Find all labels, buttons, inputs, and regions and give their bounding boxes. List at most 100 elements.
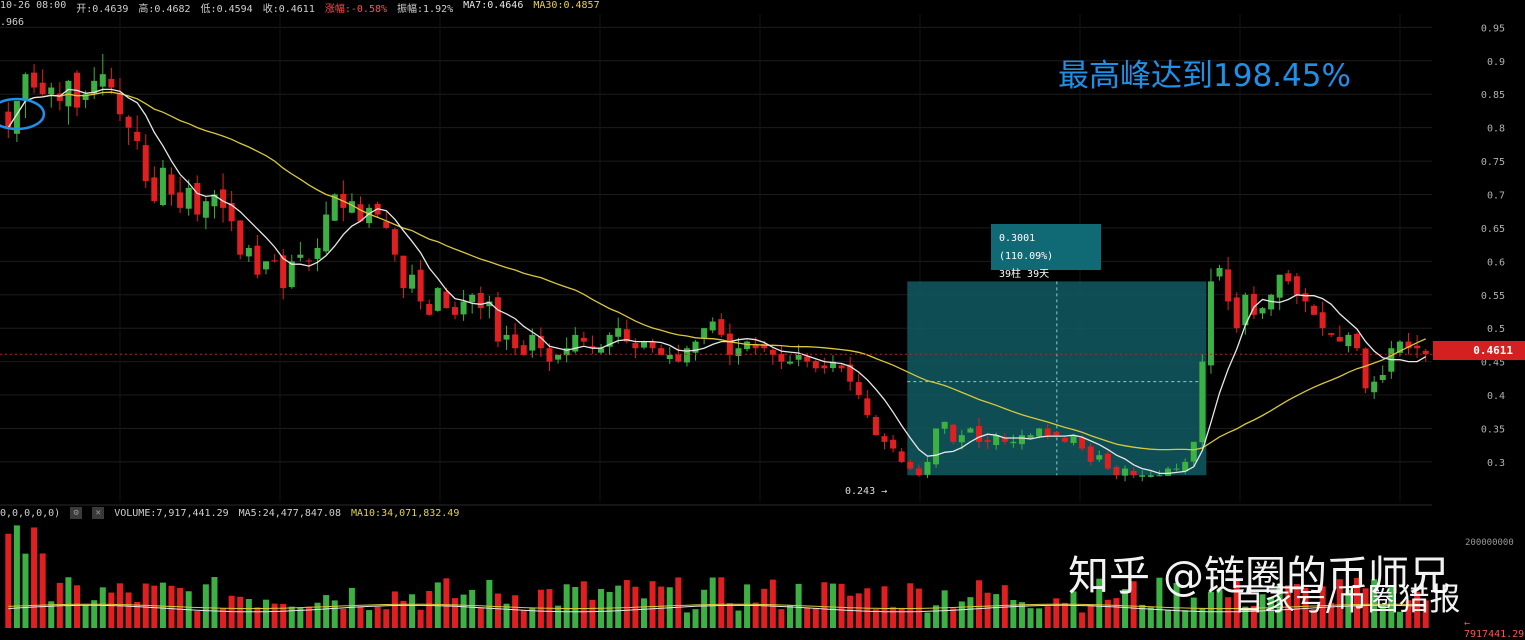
- volume-bar: [778, 609, 785, 628]
- volume-bar: [1199, 608, 1206, 628]
- volume-bar: [194, 611, 201, 628]
- candle-body: [1182, 461, 1189, 472]
- candle-body: [1336, 336, 1343, 342]
- volume-bar: [460, 594, 467, 628]
- volume-bar: [804, 607, 811, 628]
- close-icon[interactable]: ✕: [92, 507, 105, 519]
- volume-bar: [1242, 606, 1249, 628]
- candle-body: [151, 177, 158, 202]
- volume-bar: [1328, 602, 1335, 628]
- volume-bar: [933, 605, 940, 628]
- candle-body: [314, 247, 321, 259]
- candle-body: [1225, 269, 1232, 302]
- volume-bar: [1345, 589, 1352, 628]
- volume-bar: [99, 587, 106, 628]
- volume-bar: [649, 581, 656, 628]
- candle-body: [563, 348, 570, 356]
- candle-body: [159, 167, 166, 205]
- volume-bar: [735, 610, 742, 628]
- candle-body: [31, 72, 38, 88]
- candle-body: [1242, 294, 1249, 326]
- volume-bar: [48, 601, 55, 628]
- candle-body: [701, 328, 708, 339]
- candle-body: [1173, 468, 1180, 470]
- candle-body: [1139, 475, 1146, 477]
- candle-body: [787, 361, 794, 364]
- volume-bar: [1190, 597, 1197, 628]
- candle-body: [1259, 308, 1266, 314]
- volume-bar: [340, 608, 347, 628]
- candle-body: [666, 354, 673, 359]
- peak-annotation: 最高峰达到198.45%: [1058, 58, 1351, 94]
- candle-body: [305, 260, 312, 262]
- volume-bar: [1362, 588, 1369, 628]
- candle-body: [1027, 435, 1034, 439]
- candle-body: [288, 261, 295, 288]
- volume-bar: [1405, 600, 1412, 628]
- y-tick-label: 0.75: [1481, 157, 1505, 168]
- volume-bar: [65, 577, 72, 628]
- candle-body: [1405, 341, 1412, 349]
- volume-bar: [580, 581, 587, 628]
- volume-bar: [391, 591, 398, 628]
- candle-body: [1044, 428, 1051, 436]
- candle-body: [13, 100, 20, 134]
- candle-body: [168, 174, 175, 195]
- volume-bar: [348, 587, 355, 628]
- candle-body: [1147, 475, 1154, 477]
- candle-body: [494, 297, 501, 342]
- volume-bar: [237, 596, 244, 628]
- volume-ma5: MA5:24,477,847.08: [238, 507, 341, 519]
- candle-body: [1345, 334, 1352, 347]
- candle-body: [1396, 341, 1403, 353]
- volume-bar: [881, 586, 888, 628]
- measure-tooltip: 0.3001 (110.09%) 39柱 39天: [991, 224, 1101, 280]
- volume-ma5-line: [8, 604, 1426, 613]
- y-tick-label: 0.65: [1481, 224, 1505, 235]
- volume-header: 0,0,0,0,0) ⚙ ✕ VOLUME:7,917,441.29 MA5:2…: [0, 506, 459, 520]
- candle-body: [91, 80, 98, 94]
- candle-body: [615, 328, 622, 337]
- candle-body: [211, 194, 218, 207]
- candle-body: [993, 435, 1000, 446]
- volume-bar: [787, 604, 794, 628]
- volume-bar: [640, 598, 647, 628]
- volume-bar: [1096, 578, 1103, 628]
- volume-bar: [262, 599, 270, 628]
- volume-bar: [31, 527, 38, 628]
- volume-bar: [1087, 604, 1094, 628]
- candle-body: [460, 301, 467, 315]
- candle-body: [529, 334, 536, 351]
- candle-body: [537, 335, 544, 349]
- candle-body: [297, 254, 304, 258]
- volume-bar: [503, 603, 510, 628]
- candle-body: [546, 348, 553, 362]
- candle-body: [735, 348, 742, 357]
- candle-body: [812, 361, 819, 369]
- volume-bar: [993, 594, 1000, 628]
- volume-bar: [761, 588, 768, 628]
- volume-bar: [22, 553, 29, 628]
- candle-body: [1130, 470, 1137, 476]
- volume-bar: [812, 608, 819, 628]
- volume-bar: [91, 600, 98, 628]
- volume-bar: [1225, 597, 1232, 628]
- candle-body: [804, 356, 811, 362]
- volume-bar: [1001, 585, 1008, 628]
- candle-body: [5, 111, 12, 128]
- candle-body: [795, 354, 802, 360]
- candle-body: [245, 247, 252, 257]
- candle-body: [1122, 468, 1129, 476]
- watermark-baijiahao: 百家号/币圈猎报: [1233, 582, 1461, 618]
- volume-bar: [288, 606, 295, 628]
- volume-bar: [1250, 605, 1257, 628]
- candle-body: [177, 192, 184, 208]
- gear-icon[interactable]: ⚙: [70, 507, 83, 519]
- candle-body: [632, 343, 639, 349]
- candle-body: [589, 346, 596, 349]
- candle-body: [82, 94, 89, 101]
- candle-body: [108, 78, 115, 88]
- candle-body: [950, 424, 957, 442]
- candle-body: [847, 364, 854, 382]
- candle-body: [1250, 293, 1257, 315]
